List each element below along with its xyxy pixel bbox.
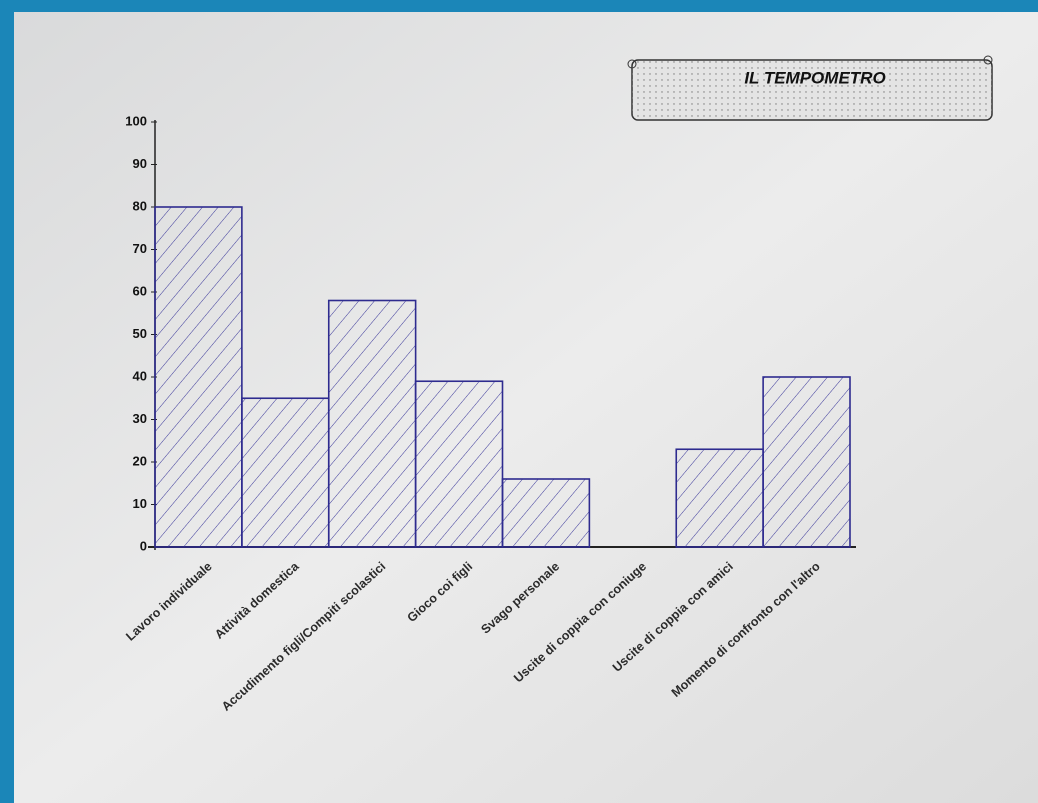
bar [414,380,504,548]
y-tick-label: 60 [133,283,147,298]
bar [762,376,851,548]
y-tick-label: 50 [133,326,147,341]
y-tick-label: 0 [140,538,147,553]
bar [241,397,330,548]
y-tick-label: 70 [133,241,147,256]
y-tick-label: 20 [133,453,147,468]
bar [154,206,243,548]
y-tick-label: 80 [133,198,147,213]
bar [675,448,764,548]
y-tick-label: 30 [133,411,147,426]
chart-title: IL TEMPOMETRO [744,68,885,87]
title-banner: IL TEMPOMETRO [627,55,993,121]
bar [327,299,417,548]
y-tick-label: 10 [133,496,147,511]
bar [501,478,591,548]
y-tick-label: 40 [133,368,147,383]
y-tick-label: 100 [125,113,147,128]
y-tick-label: 90 [133,156,147,171]
